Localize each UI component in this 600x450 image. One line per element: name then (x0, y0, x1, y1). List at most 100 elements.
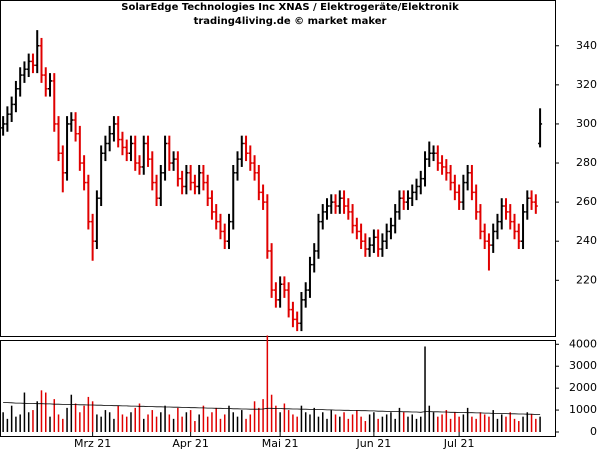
volume-bar (321, 412, 324, 432)
volume-bar (381, 416, 384, 432)
volume-bar (398, 407, 401, 432)
volume-bar (454, 412, 456, 432)
volume-bar (113, 418, 115, 432)
volume-bar (270, 394, 273, 432)
volume-bar (402, 412, 405, 432)
volume-bar (275, 405, 277, 432)
volume-bar (296, 416, 298, 432)
chart-title: SolarEdge Technologies Inc XNAS / Elektr… (121, 2, 459, 13)
volume-bar (509, 412, 512, 432)
x-tick-label: Mai 21 (262, 437, 299, 450)
volume-bar (172, 418, 175, 432)
x-tick-label: Mrz 21 (74, 437, 111, 450)
volume-bar (441, 414, 443, 432)
volume-bar (185, 412, 188, 432)
volume-bar (160, 412, 162, 432)
volume-bar (360, 416, 362, 432)
volume-bar (138, 403, 141, 432)
volume-bar (49, 416, 51, 432)
volume-bar (385, 414, 388, 432)
y-tick-label: 260 (576, 195, 597, 208)
volume-bar (100, 416, 102, 432)
y-tick-label: 280 (576, 156, 597, 169)
volume-bar (326, 418, 328, 432)
volume-bar (125, 416, 128, 432)
volume-bar (121, 414, 124, 432)
volume-bar (458, 416, 460, 432)
volume-bar (143, 418, 145, 432)
volume-bar (424, 346, 426, 432)
volume-average (3, 402, 541, 415)
volume-bar (287, 410, 290, 432)
volume-bar (518, 421, 520, 432)
y-tick-label: 220 (576, 273, 597, 286)
volume-bar (181, 416, 183, 432)
volume-bar (2, 412, 4, 432)
volume-bar (19, 414, 21, 432)
y-tick-label: 300 (576, 117, 597, 130)
volume-bar (356, 410, 358, 432)
volume-bar (189, 410, 192, 432)
y-tick-label: 320 (576, 78, 597, 91)
volume-bar (394, 418, 396, 432)
volume-bar (411, 414, 413, 432)
volume-bar (198, 414, 200, 432)
volume-bar (283, 403, 286, 432)
volume-bar (368, 414, 371, 432)
volume-bar (74, 403, 77, 432)
volume-bar (415, 418, 418, 432)
x-tick-label: Jun 21 (356, 437, 392, 450)
volume-bar (279, 412, 281, 432)
volume-bar (96, 414, 98, 432)
volume-bar (445, 410, 448, 432)
y2-tick-label: 0 (590, 425, 597, 438)
volume-bar (407, 416, 409, 432)
volume-bar (471, 416, 473, 432)
volume-bar (108, 412, 111, 432)
volume-bar (466, 407, 469, 432)
volume-bar (505, 416, 507, 432)
x-tick-label: Apr 21 (172, 437, 209, 450)
volume-bar (219, 418, 222, 432)
volume-bar (62, 418, 64, 432)
volume-bar (488, 416, 490, 432)
volume-bar (539, 416, 541, 432)
volume-bar (390, 412, 392, 432)
volume-bar (530, 414, 533, 432)
volume-bar (364, 421, 367, 432)
volume-bar (245, 418, 247, 432)
volume-bar (91, 401, 94, 432)
volume-bar (23, 392, 26, 432)
volume-bar (70, 394, 73, 432)
volume-bar (513, 418, 516, 432)
volume-bar (432, 412, 435, 432)
y2-tick-label: 3000 (569, 359, 597, 372)
volume-bar (535, 418, 537, 432)
volume-bar (483, 414, 486, 432)
volume-bar (500, 414, 503, 432)
volume-bar (6, 418, 9, 432)
volume-bar (522, 416, 524, 432)
volume-bar (117, 405, 119, 432)
volume-bar (479, 412, 482, 432)
y-tick-label: 340 (576, 39, 597, 52)
volume-bar (309, 414, 311, 432)
volume-bar (339, 416, 341, 432)
volume-bar (262, 399, 264, 432)
volume-bar (437, 416, 439, 432)
volume-bar (79, 412, 81, 432)
volume-bar (32, 410, 34, 432)
y-tick-label: 240 (576, 234, 597, 247)
volume-bar (27, 412, 30, 432)
volume-bar (351, 414, 354, 432)
volume-bar (496, 418, 499, 432)
volume-bar (194, 421, 196, 432)
volume-bar (40, 390, 43, 432)
volume-bar (300, 405, 303, 432)
volume-bar (236, 416, 239, 432)
volume-bar (343, 412, 345, 432)
volume-bar (57, 414, 60, 432)
x-tick-label: Jul 21 (443, 437, 475, 450)
volume-bar (462, 414, 465, 432)
volume-bar (428, 405, 431, 432)
